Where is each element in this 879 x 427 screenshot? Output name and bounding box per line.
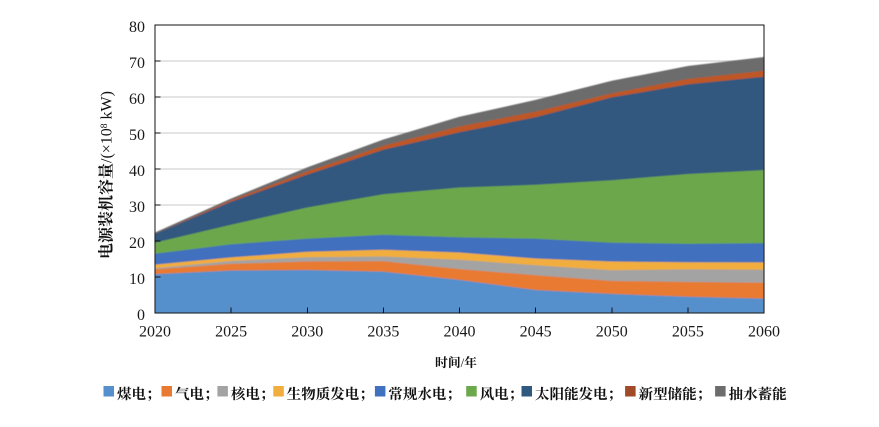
svg-text:50: 50 <box>129 127 145 144</box>
svg-text:2025: 2025 <box>215 324 247 341</box>
svg-text:40: 40 <box>129 163 145 180</box>
svg-text:2020: 2020 <box>139 324 171 341</box>
svg-text:2060: 2060 <box>748 324 780 341</box>
svg-text:风电；: 风电； <box>480 383 524 404</box>
svg-text:生物质发电；: 生物质发电； <box>287 383 374 404</box>
svg-text:2040: 2040 <box>444 324 476 341</box>
svg-text:核电；: 核电； <box>231 383 275 404</box>
svg-text:新型储能；: 新型储能； <box>639 383 712 404</box>
svg-text:2045: 2045 <box>520 324 552 341</box>
svg-text:太阳能发电；: 太阳能发电； <box>535 383 622 404</box>
svg-text:抽水蓄能: 抽水蓄能 <box>729 383 787 404</box>
svg-text:10: 10 <box>129 271 145 288</box>
svg-text:80: 80 <box>129 19 145 36</box>
svg-text:煤电；: 煤电； <box>117 383 161 404</box>
svg-text:气电；: 气电； <box>175 383 219 404</box>
svg-text:时间/年: 时间/年 <box>435 355 477 370</box>
svg-text:30: 30 <box>129 199 145 216</box>
svg-text:60: 60 <box>129 91 145 108</box>
svg-text:2055: 2055 <box>672 324 704 341</box>
svg-text:0: 0 <box>137 307 145 324</box>
svg-text:70: 70 <box>129 55 145 72</box>
svg-text:2050: 2050 <box>596 324 628 341</box>
svg-text:20: 20 <box>129 235 145 252</box>
svg-text:常规水电；: 常规水电； <box>388 383 461 404</box>
svg-text:2030: 2030 <box>291 324 323 341</box>
svg-text:电源装机容量/(×108 kW): 电源装机容量/(×108 kW) <box>98 91 116 259</box>
svg-text:2035: 2035 <box>367 324 399 341</box>
